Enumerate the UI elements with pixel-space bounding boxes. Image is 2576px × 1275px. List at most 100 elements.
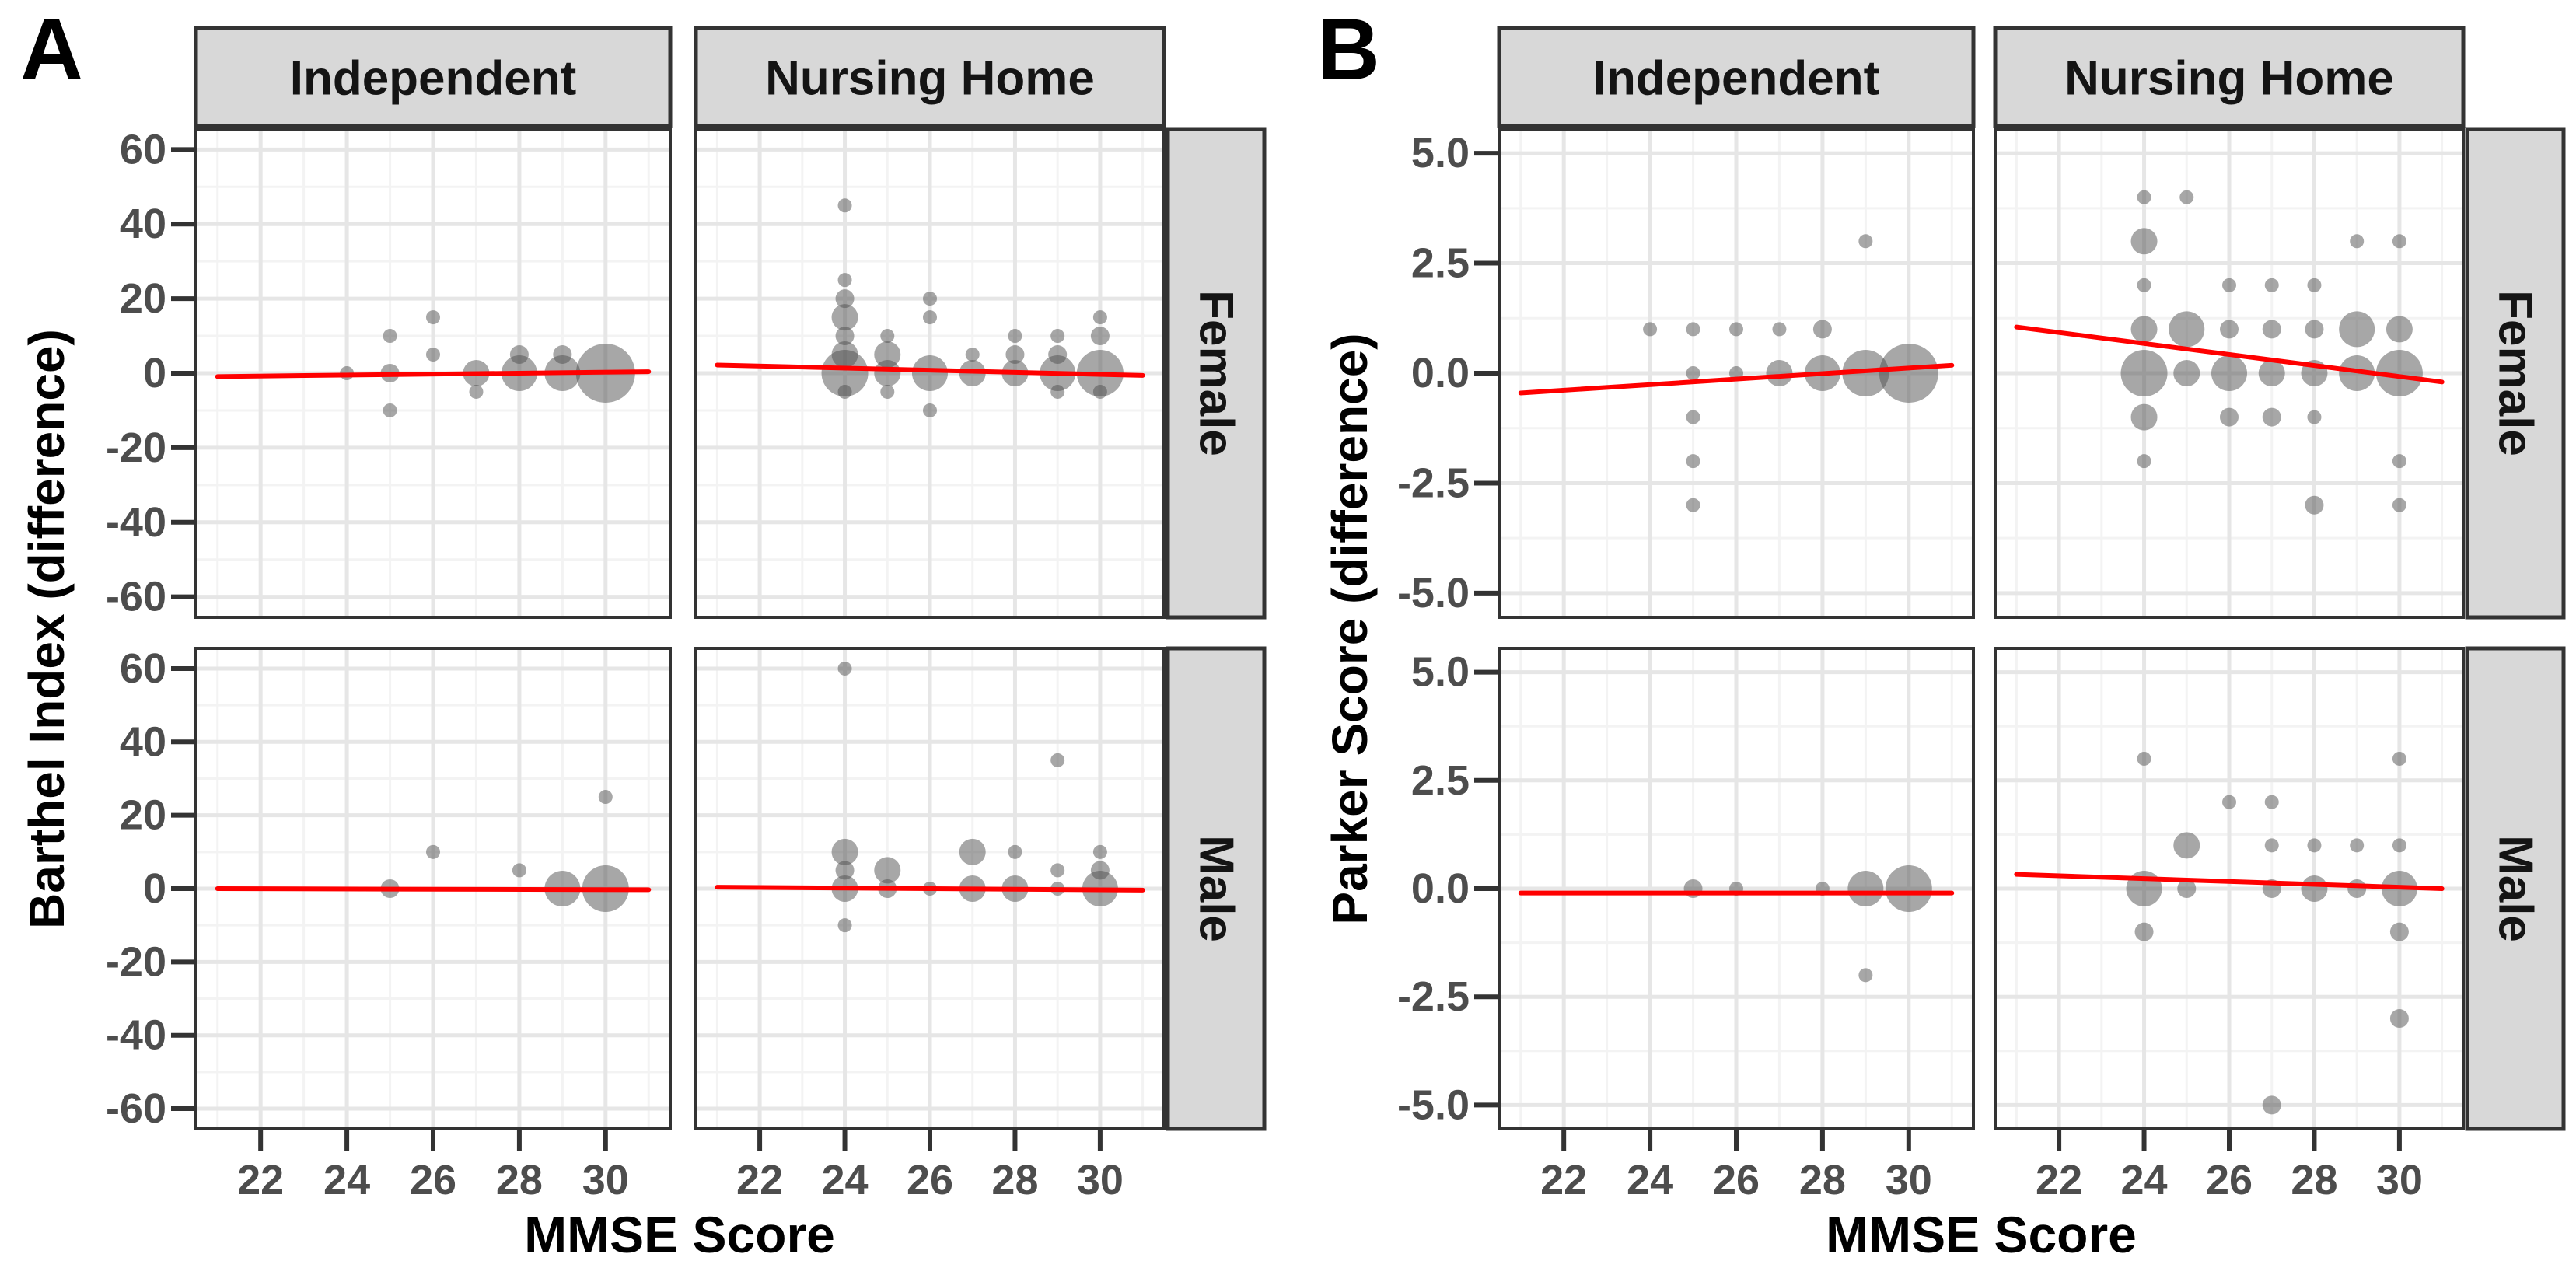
data-point	[2262, 320, 2281, 339]
facet-strip-top	[1497, 26, 1976, 128]
facet-strip-right-label: Female	[1190, 290, 1243, 456]
data-point	[2222, 795, 2236, 809]
x-tick-label: 28	[2291, 1157, 2337, 1203]
data-point	[1005, 345, 1025, 365]
x-tick-label: 22	[736, 1157, 783, 1203]
data-point	[512, 863, 526, 878]
y-tick-label: 0	[143, 865, 166, 912]
data-point	[874, 857, 901, 884]
data-point	[2350, 838, 2365, 853]
data-point	[469, 384, 484, 399]
data-point	[2220, 320, 2239, 339]
data-point	[2347, 879, 2367, 898]
trend-line	[2014, 872, 2445, 891]
x-tick-label: 24	[822, 1157, 869, 1203]
data-point	[2130, 403, 2158, 431]
data-point	[923, 403, 937, 417]
x-tick-label: 24	[2121, 1157, 2168, 1203]
data-point	[880, 384, 895, 399]
y-tick-label: 5.0	[1411, 649, 1470, 696]
data-point	[835, 327, 855, 346]
x-tick-label: 28	[991, 1157, 1038, 1203]
data-point	[1092, 844, 1107, 859]
data-point	[2305, 320, 2324, 339]
data-point	[2392, 498, 2406, 512]
data-point	[2262, 407, 2281, 427]
x-tick-label: 26	[1713, 1157, 1760, 1203]
data-point	[2177, 879, 2197, 898]
facet-strip-top	[194, 26, 673, 128]
data-point	[426, 348, 440, 362]
facet-strip-right	[2465, 127, 2566, 620]
data-point	[821, 350, 869, 396]
data-point	[2120, 350, 2168, 396]
data-point	[2375, 350, 2423, 396]
y-tick-label: -5.0	[1397, 570, 1470, 617]
facet-border	[1994, 128, 2465, 619]
facet-strip-top-label: Nursing Home	[2064, 52, 2394, 106]
data-point	[1686, 410, 1700, 424]
data-point	[837, 661, 852, 676]
data-point	[2264, 795, 2279, 809]
data-point	[2220, 407, 2239, 427]
data-point	[2264, 278, 2279, 292]
data-point	[874, 360, 901, 386]
data-point	[2173, 360, 2200, 386]
data-point	[1766, 360, 1793, 386]
facet-strip-right-label: Male	[1190, 835, 1243, 942]
data-point	[2339, 311, 2375, 348]
data-point	[1008, 329, 1022, 344]
y-tick-label: -40	[106, 499, 166, 546]
data-point	[1090, 327, 1110, 346]
data-point	[837, 273, 852, 288]
y-tick-label: 2.5	[1411, 240, 1470, 287]
trend-line	[215, 369, 652, 379]
data-point	[2264, 838, 2279, 853]
x-tick-label: 30	[1077, 1157, 1124, 1203]
facet-strip-top	[694, 26, 1166, 128]
facet-strip-right	[1166, 646, 1267, 1131]
facet-strip-top-label: Independent	[290, 52, 577, 106]
x-tick-label: 26	[410, 1157, 456, 1203]
trend-line	[715, 885, 1145, 892]
x-tick-label: 22	[237, 1157, 284, 1203]
y-tick-label: 2.5	[1411, 757, 1470, 804]
x-tick-label: 28	[496, 1157, 543, 1203]
data-point	[2392, 751, 2406, 766]
facet-border	[1498, 128, 1975, 619]
data-point	[2137, 278, 2151, 292]
x-tick-label: 26	[2206, 1157, 2253, 1203]
data-point	[1729, 322, 1743, 337]
y-tick-label: -60	[106, 1085, 166, 1132]
x-tick-label: 22	[2036, 1157, 2082, 1203]
y-tick-label: -40	[106, 1012, 166, 1059]
data-point	[1885, 865, 1932, 912]
data-point	[880, 329, 895, 344]
facet-strip-right	[1166, 127, 1267, 620]
data-point	[1050, 329, 1065, 344]
data-point	[598, 790, 613, 805]
y-tick-label: -2.5	[1397, 459, 1470, 506]
x-tick-label: 24	[323, 1157, 370, 1203]
facet-border	[194, 128, 672, 619]
y-tick-label: 40	[120, 718, 166, 765]
data-point	[2392, 838, 2406, 853]
data-point	[2137, 190, 2151, 204]
x-tick-label: 30	[582, 1157, 629, 1203]
data-point	[1686, 322, 1700, 337]
y-tick-label: -20	[106, 424, 166, 471]
data-point	[2262, 1095, 2281, 1115]
data-point	[1092, 384, 1107, 399]
data-point	[2389, 1009, 2409, 1029]
data-point	[2137, 454, 2151, 469]
data-point	[835, 861, 855, 880]
data-point	[1842, 350, 1889, 396]
panel-a-letter: A	[20, 1, 83, 98]
data-point	[2137, 751, 2151, 766]
data-point	[874, 341, 901, 369]
data-point	[2392, 454, 2406, 469]
data-point	[1772, 322, 1787, 337]
y-tick-label: -5.0	[1397, 1081, 1470, 1128]
x-tick-label: 24	[1627, 1157, 1673, 1203]
